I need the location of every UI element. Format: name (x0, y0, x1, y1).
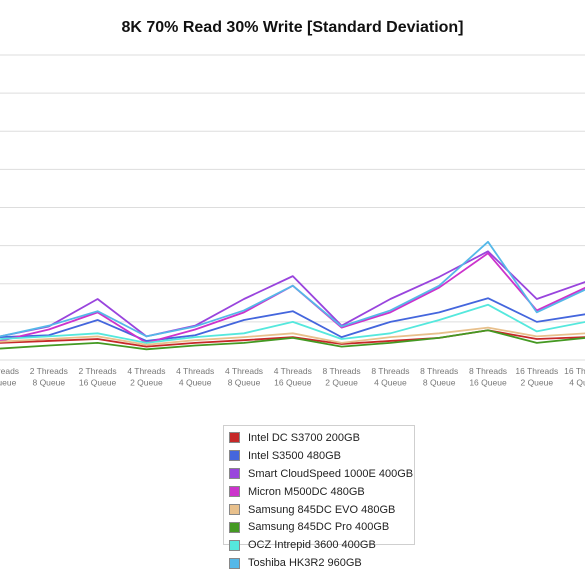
legend-swatch (229, 432, 240, 444)
legend-label: Samsung 845DC EVO 480GB (248, 503, 396, 516)
legend: Intel DC S3700 200GB Intel S3500 480GB Sma… (223, 425, 415, 569)
legend-item: Micron M500DC 480GB (229, 483, 414, 501)
x-tick-label: 4 Threads 16 Queue (274, 366, 312, 388)
series-line (0, 297, 585, 342)
legend-swatch (229, 486, 240, 498)
legend-label: Toshiba HK3R2 960GB (248, 557, 362, 570)
legend-label: Micron M500DC 480GB (248, 485, 365, 498)
x-tick-label: 16 Threads 2 Queue (515, 366, 558, 388)
legend-item: Toshiba HK3R2 960GB (229, 554, 414, 572)
x-tick-label: 4 Threads 4 Queue (176, 366, 214, 388)
series-line (0, 326, 585, 346)
legend-swatch (229, 504, 240, 515)
legend-item: Smart CloudSpeed 1000E 400GB (229, 465, 414, 483)
series-lines (0, 240, 585, 351)
series-line (0, 240, 585, 338)
x-tick-label: 8 Threads 4 Queue (371, 366, 409, 388)
series-line (0, 329, 585, 351)
x-tick-label: 4 Threads 2 Queue (127, 366, 165, 388)
series-line (0, 250, 585, 338)
legend-swatch (229, 539, 240, 551)
legend-item: Samsung 845DC EVO 480GB (229, 501, 414, 519)
legend-item: Samsung 845DC Pro 400GB (229, 518, 414, 536)
legend-label: Intel DC S3700 200GB (248, 431, 360, 444)
legend-swatch (229, 450, 240, 462)
x-tick-label: 8 Threads 16 Queue (469, 366, 507, 388)
legend-swatch (229, 557, 240, 569)
legend-label: Intel S3500 480GB (248, 449, 341, 462)
legend-swatch (229, 521, 240, 533)
x-tick-label: 4 Threads 8 Queue (225, 366, 263, 388)
legend-label: Samsung 845DC Pro 400GB (248, 521, 390, 534)
legend-item: Intel S3500 480GB (229, 447, 414, 465)
x-tick-label: 8 Threads 2 Queue (323, 366, 361, 388)
legend-item: OCZ Intrepid 3600 400GB (229, 536, 414, 554)
legend-label: OCZ Intrepid 3600 400GB (248, 539, 376, 552)
chart-title: 8K 70% Read 30% Write [Standard Deviatio… (121, 19, 464, 36)
legend-item: Intel DC S3700 200GB (229, 429, 414, 447)
x-tick-label: 2 Threads 16 Queue (79, 366, 117, 388)
legend-swatch (229, 468, 240, 480)
x-tick-label: 2 Threads 8 Queue (30, 366, 68, 388)
x-tick-label: 8 Threads 8 Queue (420, 366, 458, 388)
series-line (0, 303, 585, 344)
legend-label: Smart CloudSpeed 1000E 400GB (248, 467, 414, 480)
